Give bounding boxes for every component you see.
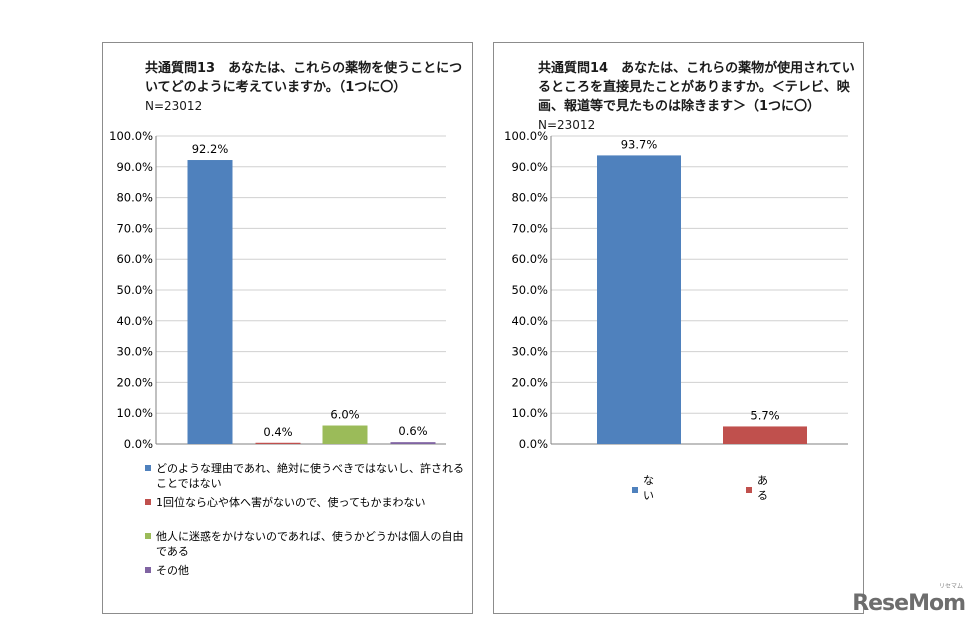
y-tick-label: 40.0% [511, 314, 548, 328]
legend-item: その他 [145, 563, 467, 578]
bar [187, 160, 233, 445]
data-label: 92.2% [192, 142, 229, 156]
chart-title-text: 共通質問13 あなたは、これらの薬物を使うことについてどのように考えていますか。… [145, 61, 463, 95]
legend-swatch [145, 465, 151, 471]
y-tick-label: 60.0% [116, 252, 153, 266]
y-tick-label: 50.0% [511, 283, 548, 297]
watermark-kana: リセマム [938, 583, 963, 590]
legend-item: 他人に迷惑をかけないのであれば、使うかどうかは個人の自由である [145, 529, 467, 559]
y-tick-label: 0.0% [519, 437, 548, 451]
legend-label: ある [757, 474, 768, 502]
bar-chart-q14: 0.0% 10.0% 20.0% 30.0% 40.0% 50.0% 60.0% 70.0% 8… [504, 129, 848, 451]
y-tick-label: 10.0% [116, 406, 153, 420]
legend-label: どのような理由であれ、絶対に使うべきではないし、許されることではない [156, 462, 464, 490]
chart-panel-q13: 共通質問13 あなたは、これらの薬物を使うことについてどのように考えていますか。… [102, 42, 473, 614]
y-tick-label: 40.0% [116, 314, 153, 328]
y-tick-label: 20.0% [511, 375, 548, 389]
y-tick-label: 20.0% [116, 375, 153, 389]
y-tick-label: 70.0% [116, 221, 153, 235]
legend-label: 他人に迷惑をかけないのであれば、使うかどうかは個人の自由である [156, 530, 464, 558]
bar [723, 426, 807, 444]
legend-swatch [632, 487, 638, 493]
y-tick-label: 80.0% [116, 191, 153, 205]
legend-item: 1回位なら心や体へ害がないので、使ってもかまわない [145, 495, 467, 510]
y-tick-label: 80.0% [511, 191, 548, 205]
y-tick-label: 0.0% [124, 437, 153, 451]
chart-title-q13: 共通質問13 あなたは、これらの薬物を使うことについてどのように考えていますか。… [145, 59, 465, 116]
y-tick-label: 50.0% [116, 283, 153, 297]
legend-swatch [746, 487, 752, 493]
sample-size-note: N=23012 [538, 118, 596, 132]
chart-title-q14: 共通質問14 あなたは、これらの薬物が使用されているところを直接見たことがありま… [538, 59, 858, 135]
y-tick-label: 70.0% [511, 221, 548, 235]
y-tick-label: 90.0% [511, 160, 548, 174]
y-tick-label: 100.0% [504, 129, 548, 143]
legend-label: 1回位なら心や体へ害がないので、使ってもかまわない [156, 496, 426, 509]
data-label: 6.0% [330, 408, 359, 422]
bar [322, 425, 368, 444]
bar [597, 155, 681, 444]
legend-item: ない [632, 473, 654, 503]
y-tick-label: 100.0% [109, 129, 153, 143]
y-tick-label: 60.0% [511, 252, 548, 266]
resemom-logo: ReseMom [852, 591, 966, 616]
legend-item: どのような理由であれ、絶対に使うべきではないし、許されることではない [145, 461, 467, 491]
y-tick-label: 10.0% [511, 406, 548, 420]
legend-label: ない [643, 474, 654, 502]
bar [255, 442, 301, 444]
data-label: 0.4% [263, 425, 292, 439]
bar-chart-q13: 0.0% 10.0% 20.0% 30.0% 40.0% 50.0% 60.0% 70.0% 8… [109, 129, 446, 451]
y-tick-label: 30.0% [511, 345, 548, 359]
bar [390, 442, 436, 444]
data-label: 0.6% [398, 424, 427, 438]
y-tick-label: 90.0% [116, 160, 153, 174]
chart-title-text: 共通質問14 あなたは、これらの薬物が使用されているところを直接見たことがありま… [538, 61, 855, 114]
data-label: 93.7% [621, 137, 658, 151]
chart-panel-q14: 共通質問14 あなたは、これらの薬物が使用されているところを直接見たことがありま… [493, 42, 864, 614]
legend-item: ある [746, 473, 768, 503]
legend-swatch [145, 533, 151, 539]
legend-swatch [145, 499, 151, 505]
legend-swatch [145, 567, 151, 573]
y-tick-label: 30.0% [116, 345, 153, 359]
sample-size-note: N=23012 [145, 99, 203, 113]
legend-label: その他 [156, 564, 189, 577]
data-label: 5.7% [750, 408, 779, 422]
